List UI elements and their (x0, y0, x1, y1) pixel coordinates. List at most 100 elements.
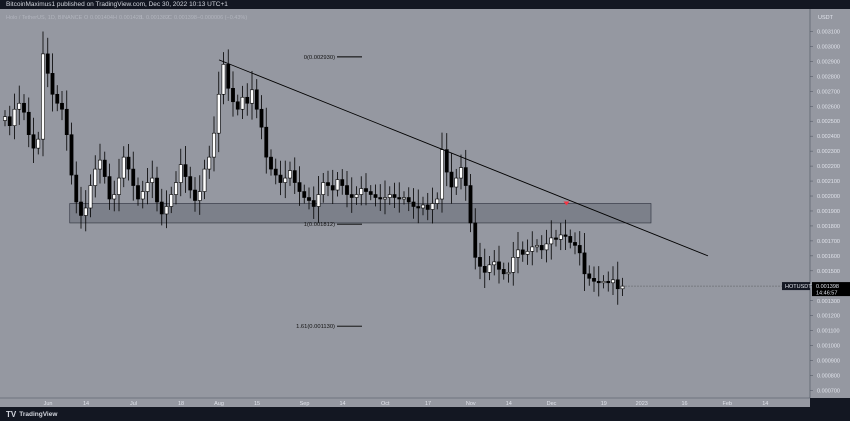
series-name-tag (782, 282, 810, 291)
ohlc-change-value: −0.000006 (−0.43%) (197, 15, 247, 21)
candle-body (601, 280, 606, 284)
candle-body (563, 234, 568, 237)
candle-body (207, 156, 212, 170)
candle (131, 151, 136, 201)
tradingview-logo[interactable]: TV TradingView (6, 409, 57, 419)
ohlc-open-value: 0.001404 (90, 15, 113, 21)
candle (459, 154, 463, 190)
ohlc-high-label: H (113, 15, 117, 21)
candle (378, 184, 383, 212)
candle-body (411, 201, 416, 207)
candle-body (302, 191, 307, 198)
candle-body (235, 101, 240, 110)
candle-body (387, 194, 392, 198)
time-axis-background (0, 398, 810, 407)
candle-body (55, 93, 60, 104)
candle (169, 186, 174, 214)
resistance-trendline[interactable] (218, 59, 709, 257)
candle (316, 175, 321, 223)
candle-body (226, 64, 231, 89)
candle-body (188, 176, 193, 191)
candle-body (463, 167, 468, 186)
candle-body (131, 168, 136, 186)
candle-body (117, 177, 121, 195)
candle (568, 229, 573, 249)
time-tick-label: Jul (130, 401, 137, 407)
candle (444, 133, 449, 187)
time-axis[interactable]: Jun 14 Jul 18 Aug 15 Sep 14 Oct 17 Nov 14 Dec 19 2023 1… (44, 401, 769, 407)
price-tick-label: 0.003100 (817, 29, 840, 35)
candle-body (140, 191, 145, 200)
candle (368, 185, 373, 201)
candle-body (174, 182, 178, 195)
candle-body (558, 234, 563, 240)
publish-bar: BitcoinMaximus1 published on TradingView… (0, 0, 850, 9)
candle-body (316, 194, 321, 207)
candle-body (240, 96, 245, 110)
candle (487, 255, 492, 281)
candle (12, 93, 17, 140)
candle-body (397, 197, 402, 200)
candle (221, 52, 226, 105)
candle (183, 146, 188, 193)
fib-level-label: 1(0.001812) (304, 222, 335, 228)
candle-body (60, 102, 64, 110)
price-axis-background (810, 9, 850, 398)
candle-body (615, 279, 620, 290)
candle (193, 177, 197, 212)
publish-line: BitcoinMaximus1 published on TradingView… (6, 1, 228, 8)
candle (554, 229, 558, 247)
candle-body (17, 102, 22, 110)
candle (288, 161, 292, 186)
candle-body (340, 179, 345, 186)
candle-body (202, 168, 207, 192)
candle-body (22, 102, 26, 113)
support-zone[interactable] (69, 203, 652, 224)
candle-body (273, 168, 278, 176)
price-tick-label: 0.002900 (817, 59, 840, 65)
candle-body (259, 108, 264, 128)
candle-body (121, 156, 126, 179)
candle (60, 90, 64, 121)
candle-body (430, 203, 435, 210)
candle-body (592, 278, 596, 282)
price-tick-label: 0.002000 (817, 194, 840, 200)
candle (64, 90, 69, 151)
candle (45, 37, 50, 88)
price-axis[interactable]: 0.003100 0.003000 0.002900 0.002800 0.002700… (622, 29, 850, 395)
candle (159, 188, 164, 226)
symbol-title[interactable]: Holo / TetherUS, 1D, BINANCE (6, 15, 83, 21)
candle-body (359, 188, 364, 195)
candle-body (530, 246, 535, 252)
candle-body (364, 188, 368, 192)
candle-body (26, 111, 31, 135)
candle (473, 208, 478, 270)
candle-body (159, 201, 164, 215)
price-tick-label: 0.001900 (817, 209, 840, 215)
price-tick-label: 0.001800 (817, 224, 840, 230)
candle (197, 175, 202, 215)
price-tick-label: 0.002400 (817, 134, 840, 140)
time-tick-label: 19 (601, 401, 607, 407)
candle-body (164, 206, 169, 215)
candle (126, 143, 131, 181)
candle (340, 169, 345, 195)
candle (50, 53, 55, 112)
candle-body (250, 89, 254, 104)
candle-body (321, 182, 326, 195)
support-zone-layer (69, 203, 652, 224)
candle (520, 241, 525, 262)
candle-body (482, 266, 487, 273)
candle-body (383, 197, 387, 200)
candle (212, 116, 216, 172)
time-tick-label: 16 (681, 401, 687, 407)
candle-body (297, 182, 302, 192)
candle (264, 107, 269, 174)
candle-body (7, 116, 12, 126)
price-tick-label: 0.000900 (817, 359, 840, 365)
candle (606, 271, 611, 292)
candle-body (606, 280, 611, 284)
tradingview-mark-icon: TV (6, 409, 17, 419)
candle (98, 143, 102, 184)
